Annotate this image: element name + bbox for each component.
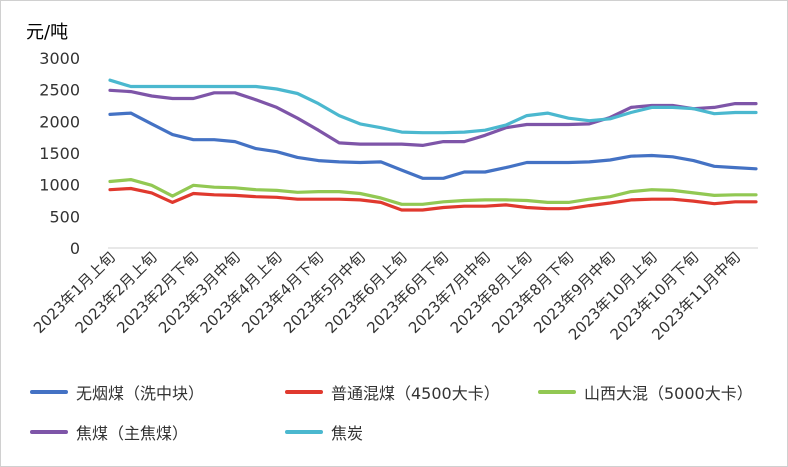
legend-swatch — [30, 430, 68, 434]
y-tick-label: 0 — [70, 239, 80, 258]
legend-swatch — [285, 430, 323, 434]
series-line-1 — [108, 186, 758, 212]
y-tick-label: 1500 — [39, 144, 80, 163]
y-tick-label: 2000 — [39, 112, 80, 131]
legend-swatch — [538, 390, 576, 394]
series-line-3 — [108, 88, 758, 147]
legend-swatch — [285, 390, 323, 394]
legend-item: 焦煤（主焦煤） — [30, 420, 188, 444]
series-line-2 — [108, 178, 758, 206]
y-tick-label: 1000 — [39, 176, 80, 195]
legend-label: 焦炭 — [331, 424, 364, 443]
series-line-4 — [108, 78, 758, 135]
y-tick-label: 3000 — [39, 49, 80, 68]
y-tick-label: 2500 — [39, 81, 80, 100]
legend-item: 焦炭 — [285, 420, 363, 444]
legend-label: 普通混煤（4500大卡） — [331, 384, 500, 403]
y-tick-label: 500 — [49, 207, 80, 226]
legend-swatch — [30, 390, 68, 394]
legend-item: 无烟煤（洗中块） — [30, 380, 204, 404]
series-line-0 — [108, 111, 758, 180]
legend-item: 山西大混（5000大卡） — [538, 380, 753, 404]
legend-label: 焦煤（主焦煤） — [76, 424, 189, 443]
legend-label: 山西大混（5000大卡） — [584, 384, 753, 403]
legend-label: 无烟煤（洗中块） — [76, 384, 205, 403]
y-axis-unit-label: 元/吨 — [26, 22, 69, 43]
legend-item: 普通混煤（4500大卡） — [285, 380, 500, 404]
